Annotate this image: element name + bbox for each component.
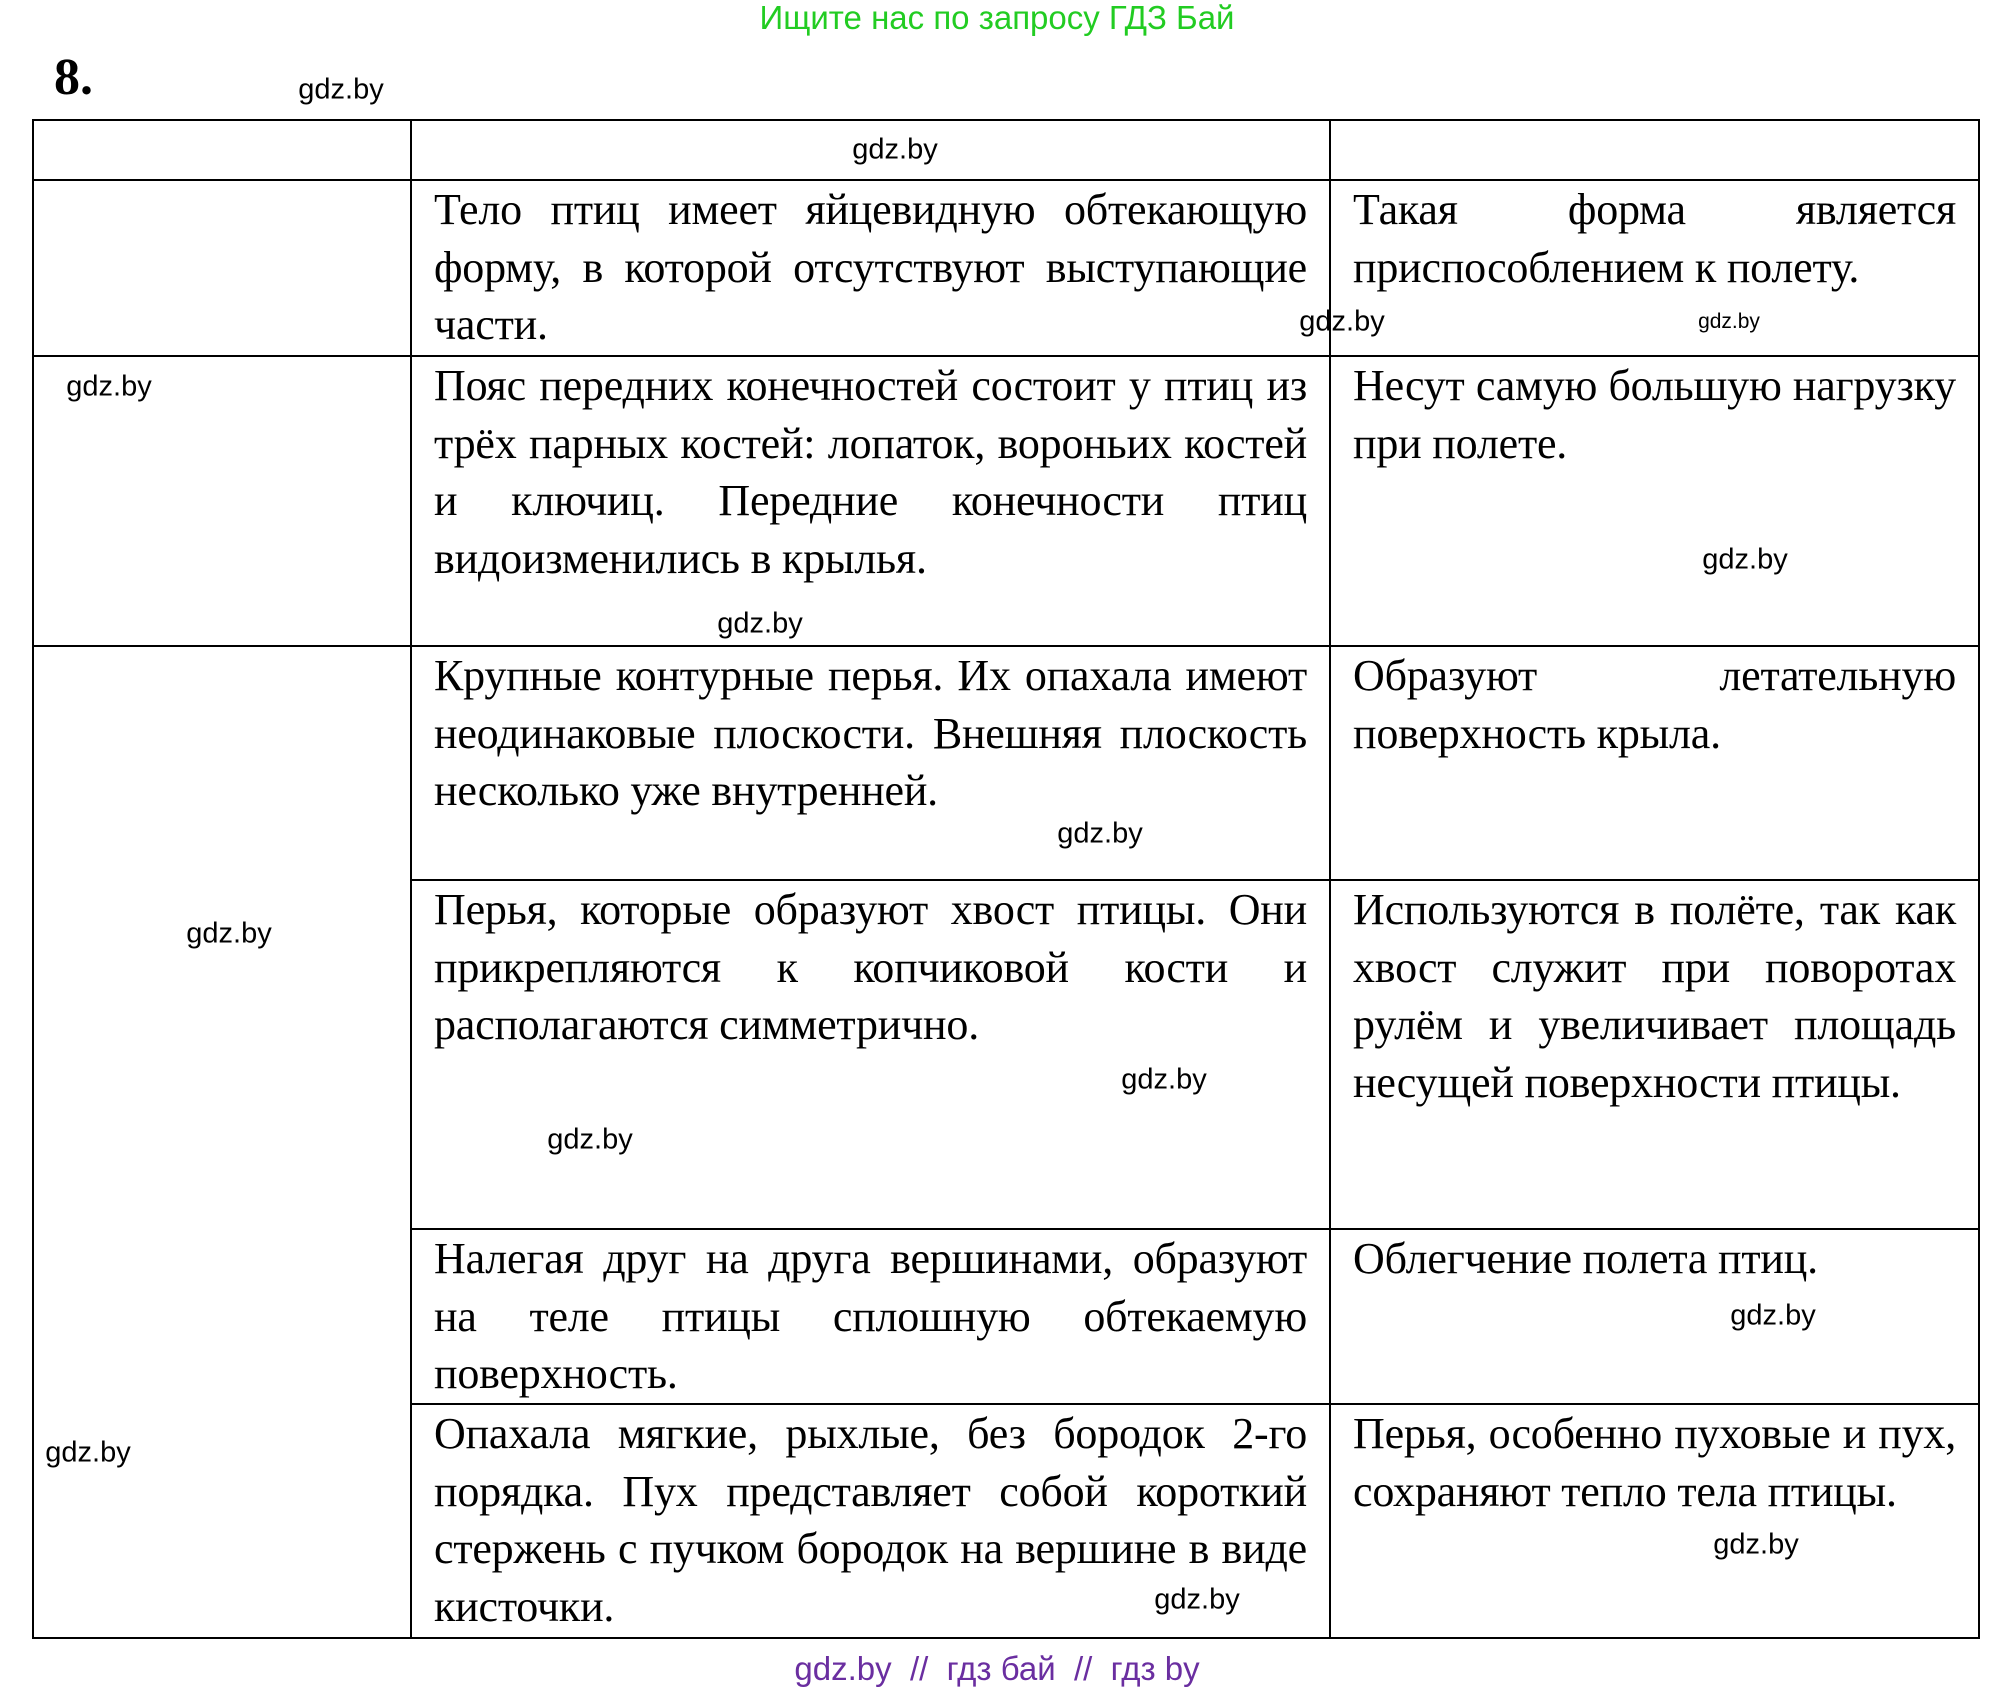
table-row: Крупные контурные перья. Их опахала имею… bbox=[32, 645, 1980, 1639]
search-banner: Ищите нас по запросу ГДЗ Бай bbox=[759, 0, 1235, 36]
watermark: gdz.by bbox=[186, 917, 272, 950]
table-cell: Перья, особенно пуховые и пух, сохраняют… bbox=[1329, 1403, 1980, 1639]
watermark: gdz.by bbox=[45, 1436, 131, 1469]
table-cell bbox=[1329, 119, 1980, 181]
watermark: gdz.by bbox=[1698, 310, 1760, 333]
footer-links: gdz.by // гдз бай // гдз by bbox=[794, 1650, 1200, 1687]
watermark: gdz.by bbox=[1057, 817, 1143, 850]
table-row: Перья, которые образуют хвост птицы. Они… bbox=[33, 879, 1980, 1230]
watermark: gdz.by bbox=[1154, 1583, 1240, 1616]
table-cell: Пояс передних конечностей состоит у птиц… bbox=[410, 355, 1331, 647]
table-cell: Налегая друг на друга вершинами, образую… bbox=[410, 1228, 1331, 1405]
table-row: Тело птиц имеет яйцевидную обтекающую фо… bbox=[32, 179, 1980, 357]
table-cell bbox=[410, 119, 1331, 181]
watermark: gdz.by bbox=[1299, 305, 1385, 338]
watermark: gdz.by bbox=[298, 73, 384, 106]
table-cell: Тело птиц имеет яйцевидную обтекающую фо… bbox=[410, 179, 1331, 357]
watermark: gdz.by bbox=[717, 607, 803, 640]
table-cell: Облегчение полета птиц. bbox=[1329, 1228, 1980, 1405]
table-row: Налегая друг на друга вершинами, образую… bbox=[33, 1228, 1980, 1405]
watermark: gdz.by bbox=[66, 370, 152, 403]
table-cell: Крупные контурные перья. Их опахала имею… bbox=[410, 645, 1331, 881]
task-number: 8. bbox=[54, 49, 93, 106]
table-cell bbox=[32, 119, 412, 181]
watermark: gdz.by bbox=[547, 1123, 633, 1156]
table-row: Пояс передних конечностей состоит у птиц… bbox=[32, 355, 1980, 647]
watermark: gdz.by bbox=[1713, 1528, 1799, 1561]
answer-table: Тело птиц имеет яйцевидную обтекающую фо… bbox=[32, 119, 1980, 1639]
table-row: Опахала мягкие, рыхлые, без бородок 2-го… bbox=[33, 1403, 1980, 1639]
watermark: gdz.by bbox=[1702, 543, 1788, 576]
watermark: gdz.by bbox=[1121, 1063, 1207, 1096]
table-cell bbox=[32, 179, 412, 357]
table-cell-merged bbox=[32, 645, 412, 1639]
watermark: gdz.by bbox=[1730, 1299, 1816, 1332]
watermark: gdz.by bbox=[852, 133, 938, 166]
table-cell: Используются в полёте, так как хвост слу… bbox=[1329, 879, 1980, 1230]
table-cell: Несут самую большую нагрузку при полете. bbox=[1329, 355, 1980, 647]
table-cell bbox=[32, 355, 412, 647]
table-cell: Перья, которые образуют хвост птицы. Они… bbox=[410, 879, 1331, 1230]
table-row bbox=[32, 119, 1980, 181]
table-cell: Опахала мягкие, рыхлые, без бородок 2-го… bbox=[410, 1403, 1331, 1639]
table-cell: Такая форма является приспособлением к п… bbox=[1329, 179, 1980, 357]
table-cell: Образуют летательную поверхность крыла. bbox=[1329, 645, 1980, 881]
